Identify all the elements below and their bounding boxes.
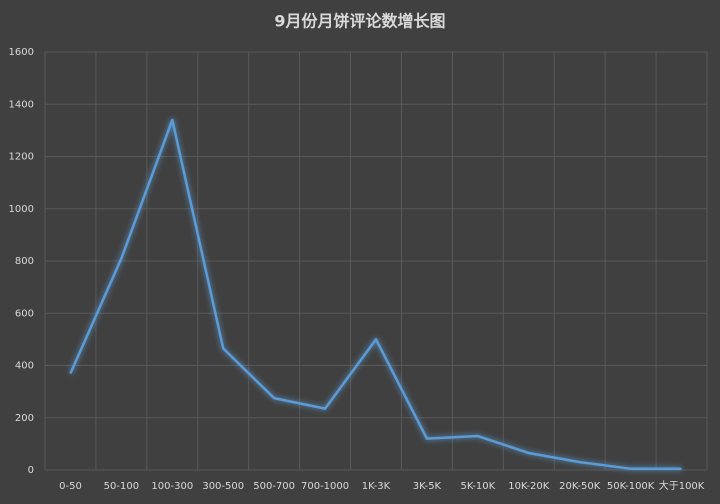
x-tick-label: 700-1000 xyxy=(301,481,349,492)
x-tick-label: 大于100K xyxy=(659,479,705,492)
y-tick-label: 400 xyxy=(15,361,34,372)
x-tick-label: 50K-100K xyxy=(607,481,655,492)
x-tick-label: 1K-3K xyxy=(362,481,391,492)
chart-title: 9月份月饼评论数增长图 xyxy=(274,12,445,31)
x-tick-label: 20K-50K xyxy=(559,481,601,492)
x-tick-label: 500-700 xyxy=(253,481,295,492)
y-tick-label: 800 xyxy=(15,256,34,267)
y-tick-label: 200 xyxy=(15,413,34,424)
y-tick-label: 0 xyxy=(28,465,34,476)
x-tick-label: 100-300 xyxy=(151,481,193,492)
y-tick-label: 1000 xyxy=(9,204,34,215)
x-tick-label: 50-100 xyxy=(104,481,139,492)
y-tick-label: 1400 xyxy=(9,99,34,110)
y-tick-label: 600 xyxy=(15,308,34,319)
y-tick-label: 1600 xyxy=(9,47,34,58)
x-tick-label: 300-500 xyxy=(202,481,244,492)
y-tick-label: 1200 xyxy=(9,152,34,163)
x-tick-label: 10K-20K xyxy=(508,481,550,492)
x-tick-label: 5K-10K xyxy=(460,481,495,492)
x-tick-label: 3K-5K xyxy=(413,481,442,492)
line-series xyxy=(69,118,682,470)
x-tick-label: 0-50 xyxy=(59,481,82,492)
